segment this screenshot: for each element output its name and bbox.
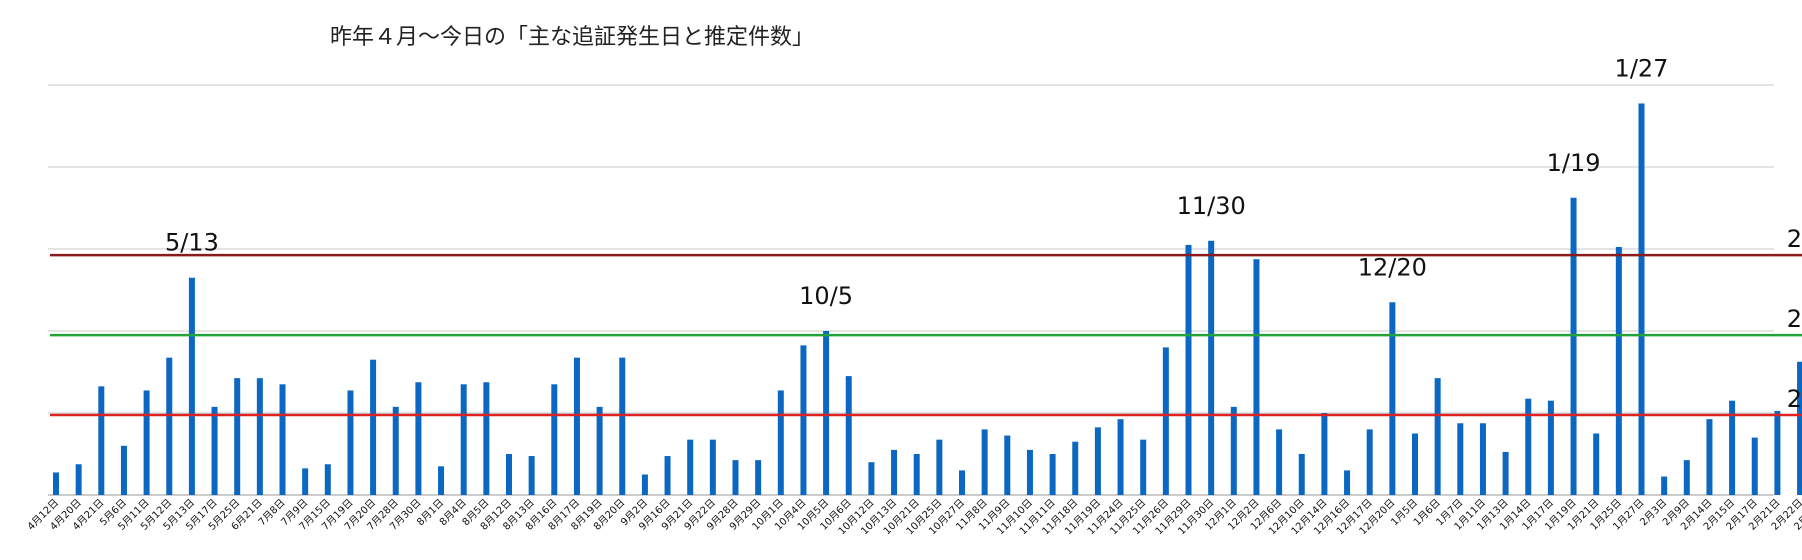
bar-5月25日 [234,378,241,495]
annotation-11-30: 11/30 [1177,192,1246,220]
bar-10月6日 [845,376,852,495]
bar-8月20日 [619,357,626,495]
bar-5月11日 [143,390,150,495]
bar-7月20日 [370,359,377,495]
chart-title: 昨年４月～今日の「主な追証発生日と推定件数」 [330,25,814,50]
bar-10月21日 [913,454,920,495]
bar-2月14日 [1706,419,1713,495]
bar-6月21日 [256,378,263,495]
reference-line-label-2: 2/21 [1787,385,1802,413]
bar-1月7日 [1457,423,1464,495]
bar-8月19日 [596,406,603,495]
bar-9月16日 [664,456,671,495]
bar-1月6日 [1434,378,1441,495]
bar-9月21日 [687,439,694,495]
bar-10月25日 [936,439,943,495]
bar-11月29日 [1185,244,1192,495]
bar-9月29日 [755,460,762,495]
bar-9月2日 [641,474,648,495]
bar-12月2日 [1253,259,1260,495]
bar-8月13日 [528,456,535,495]
bar-2月3日 [1661,476,1668,495]
bar-11月10日 [1026,449,1033,495]
annotation-1-27: 1/27 [1615,54,1669,82]
bar-1月21日 [1593,433,1600,495]
bar-11月18日 [1072,441,1079,495]
bar-5月17日 [211,406,218,495]
bar-5月13日 [188,277,195,495]
bar-10月5日 [823,331,830,495]
bar-11月8日 [981,429,988,495]
bar-10月1日 [777,390,784,495]
bar-7月8日 [279,384,286,495]
bar-12月1日 [1230,406,1237,495]
bar-11月9日 [1004,435,1011,495]
bar-2月22日 [1797,361,1802,495]
bar-10月13日 [891,449,898,495]
bar-4月21日 [98,386,105,495]
bar-8月16日 [551,384,558,495]
gridlines [48,84,1774,496]
bar-4月20日 [75,464,82,495]
bar-8月4日 [460,384,467,495]
bar-1月25日 [1615,246,1622,495]
reference-lines: 2/24 2/22 2/21 [50,225,1802,417]
bar-7月30日 [415,382,422,495]
bar-1月11日 [1479,423,1486,495]
x-tick-labels: 4月12日4月20日4月21日5月6日5月11日5月12日5月13日5月17日5… [25,497,1802,538]
bar-12月20日 [1389,302,1396,495]
bar-8月17日 [573,357,580,495]
bar-12月16日 [1344,470,1351,495]
annotation-1-19: 1/19 [1547,149,1601,177]
bar-11月25日 [1140,439,1147,495]
bars [53,103,1802,495]
bar-7月9日 [302,468,309,495]
bar-7月15日 [324,464,331,495]
bar-8月1日 [438,466,445,495]
bar-1月13日 [1502,451,1509,495]
bar-12月10日 [1298,454,1305,495]
bar-10月4日 [800,345,807,495]
bar-1月14日 [1525,398,1532,495]
bar-8月12日 [506,454,512,495]
bar-2月17日 [1751,437,1758,495]
bar-10月27日 [959,470,965,495]
bar-11月26日 [1162,347,1169,495]
bar-11月24日 [1117,419,1124,495]
bar-11月19日 [1094,427,1101,495]
bar-1月17日 [1547,400,1554,495]
annotation-12-20: 12/20 [1358,253,1427,281]
bar-12月17日 [1366,429,1373,495]
bar-1月27日 [1638,103,1645,495]
annotation-10-5: 10/5 [799,282,853,310]
bar-5月12日 [166,357,173,495]
bar-5月6日 [120,445,127,495]
reference-line-label-1: 2/22 [1787,305,1802,333]
bar-7月28日 [392,406,399,495]
bar-1月5日 [1412,433,1418,495]
annotation-5-13: 5/13 [165,229,219,257]
bar-12月6日 [1276,429,1283,495]
bar-12月14日 [1321,413,1328,495]
bar-2月21日 [1774,410,1781,495]
bar-2月9日 [1683,460,1690,495]
bar-7月19日 [347,390,354,495]
reference-line-label-0: 2/24 [1787,225,1802,253]
bar-1月19日 [1570,197,1577,495]
bar-4月12日 [53,472,59,495]
bar-11月11日 [1049,454,1056,495]
bar-9月28日 [732,460,739,495]
bar-8月5日 [483,382,490,495]
bar-11月30日 [1208,240,1215,495]
bar-10月12日 [868,462,875,495]
annotations: 5/13 10/5 11/30 12/20 1/19 1/27 [165,54,1669,310]
bar-9月22日 [709,439,716,495]
bar-2月15日 [1729,400,1736,495]
